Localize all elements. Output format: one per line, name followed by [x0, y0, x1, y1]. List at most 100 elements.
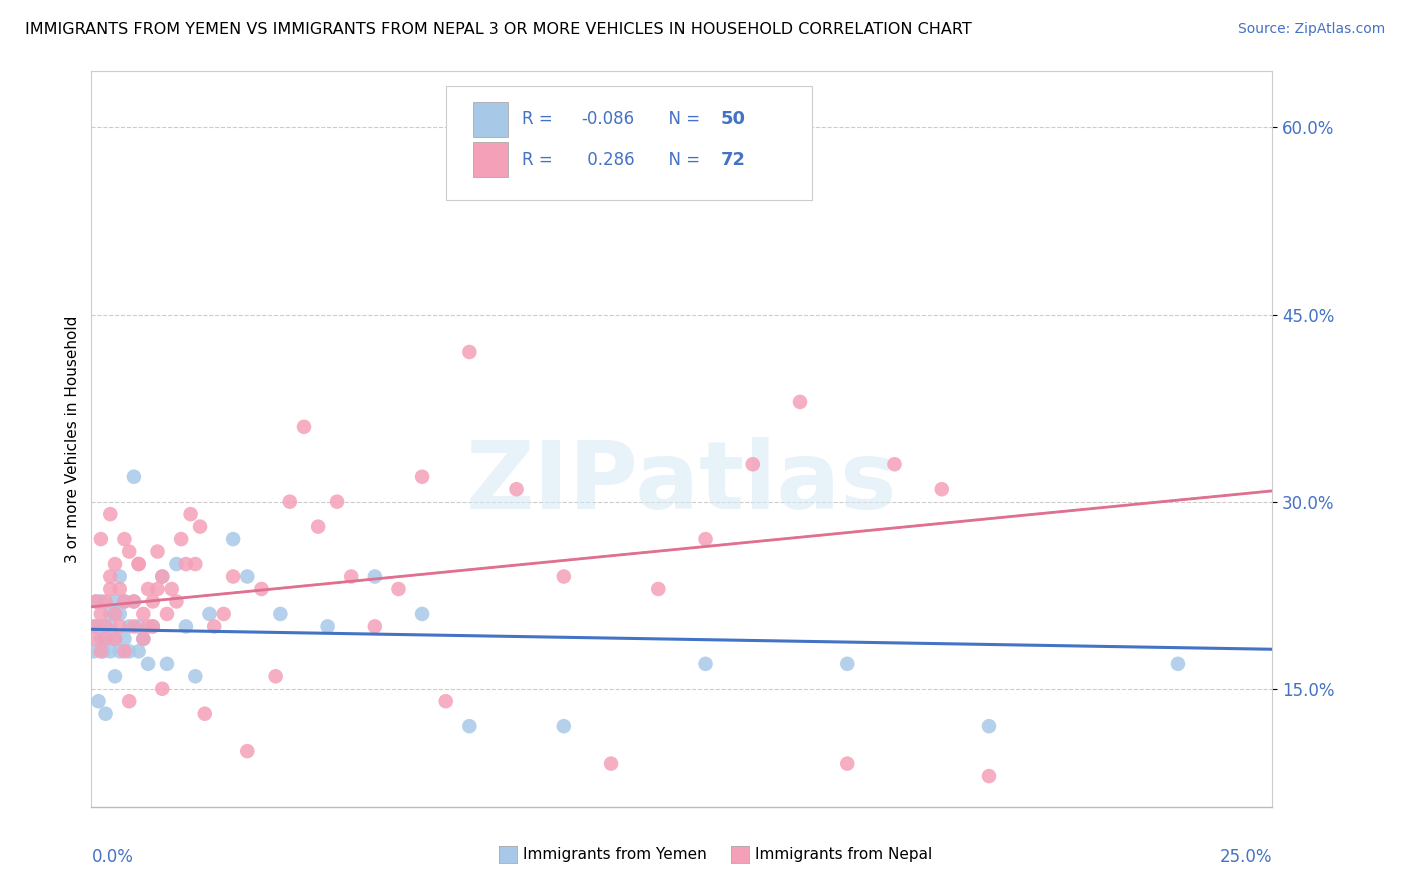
Point — [198, 607, 221, 621]
Point — [91, 644, 114, 658]
Point — [150, 569, 173, 583]
Point — [90, 644, 112, 658]
Point — [180, 507, 202, 521]
Point — [1167, 657, 1189, 671]
Point — [84, 632, 107, 646]
Point — [83, 619, 105, 633]
Point — [292, 420, 315, 434]
Point — [94, 632, 117, 646]
Point — [170, 532, 193, 546]
Text: Source: ZipAtlas.com: Source: ZipAtlas.com — [1237, 22, 1385, 37]
Point — [165, 557, 187, 571]
Point — [364, 569, 387, 583]
Point — [837, 756, 859, 771]
Point — [104, 632, 127, 646]
Point — [188, 519, 211, 533]
Point — [156, 607, 179, 621]
Point — [118, 619, 141, 633]
Point — [174, 619, 197, 633]
Point — [114, 594, 136, 608]
Text: 0.286: 0.286 — [582, 151, 634, 169]
Text: N =: N = — [658, 151, 706, 169]
Point — [364, 619, 387, 633]
Point — [90, 532, 112, 546]
Point — [114, 594, 136, 608]
Point — [184, 669, 207, 683]
Text: 0.0%: 0.0% — [91, 847, 134, 866]
Point — [83, 644, 105, 658]
Text: ZIPatlas: ZIPatlas — [467, 437, 897, 530]
Point — [458, 345, 481, 359]
Point — [316, 619, 339, 633]
FancyBboxPatch shape — [472, 102, 509, 136]
Point — [695, 532, 717, 546]
Point — [104, 632, 127, 646]
Point — [132, 632, 155, 646]
Point — [269, 607, 291, 621]
Point — [118, 694, 141, 708]
Point — [94, 706, 117, 721]
Point — [222, 569, 245, 583]
Point — [122, 594, 145, 608]
Point — [104, 607, 127, 621]
Point — [84, 619, 107, 633]
Point — [165, 594, 187, 608]
Point — [174, 557, 197, 571]
Point — [90, 594, 112, 608]
Point — [108, 569, 131, 583]
Point — [411, 607, 433, 621]
Point — [184, 557, 207, 571]
Point — [647, 582, 669, 596]
Point — [122, 594, 145, 608]
Point — [98, 619, 121, 633]
Point — [90, 619, 112, 633]
Point — [128, 619, 150, 633]
Point — [156, 657, 179, 671]
Point — [977, 719, 1000, 733]
Point — [160, 582, 183, 596]
Text: 72: 72 — [721, 151, 747, 169]
Point — [326, 494, 349, 508]
Point — [695, 657, 717, 671]
Point — [340, 569, 363, 583]
Point — [553, 569, 575, 583]
Text: N =: N = — [658, 111, 706, 128]
Point — [411, 469, 433, 483]
Point — [98, 582, 121, 596]
Point — [278, 494, 301, 508]
Point — [104, 594, 127, 608]
Point — [505, 482, 527, 496]
Point — [94, 619, 117, 633]
Point — [84, 594, 107, 608]
Point — [108, 644, 131, 658]
Point — [98, 644, 121, 658]
Point — [553, 719, 575, 733]
Point — [98, 569, 121, 583]
Point — [250, 582, 273, 596]
Point — [132, 632, 155, 646]
Point — [931, 482, 953, 496]
Point — [883, 457, 905, 471]
Point — [98, 507, 121, 521]
Point — [136, 582, 159, 596]
Point — [87, 694, 110, 708]
Text: Immigrants from Nepal: Immigrants from Nepal — [755, 847, 932, 862]
Point — [104, 607, 127, 621]
Point — [142, 594, 165, 608]
Point — [264, 669, 287, 683]
Point — [114, 532, 136, 546]
Text: R =: R = — [523, 111, 558, 128]
Point — [128, 557, 150, 571]
Point — [94, 632, 117, 646]
Point — [114, 644, 136, 658]
FancyBboxPatch shape — [446, 87, 811, 200]
Text: R =: R = — [523, 151, 558, 169]
Point — [146, 544, 169, 558]
Point — [128, 644, 150, 658]
Point — [104, 557, 127, 571]
Point — [122, 469, 145, 483]
Point — [600, 756, 623, 771]
Point — [142, 619, 165, 633]
Point — [98, 607, 121, 621]
Point — [194, 706, 217, 721]
